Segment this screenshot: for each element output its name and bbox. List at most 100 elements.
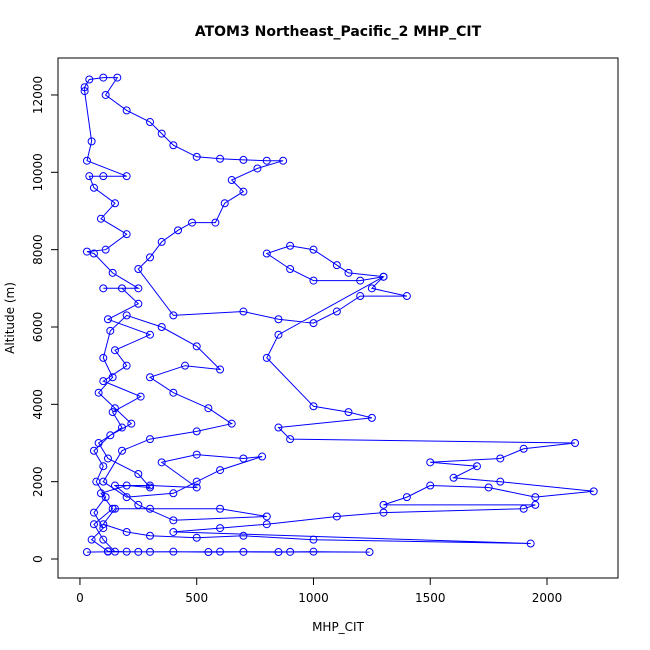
data-point	[122, 493, 131, 502]
data-point	[87, 535, 96, 544]
data-point	[216, 466, 225, 475]
x-axis-label: MHP_CIT	[312, 620, 365, 634]
data-point	[309, 245, 318, 254]
data-point	[192, 450, 201, 459]
data-point	[106, 326, 115, 335]
data-point	[188, 218, 197, 227]
data-point	[258, 452, 267, 461]
data-point	[204, 404, 213, 413]
data-point	[286, 264, 295, 273]
data-point	[227, 176, 236, 185]
data-point	[239, 531, 248, 540]
data-point	[216, 504, 225, 513]
data-point	[146, 373, 155, 382]
data-point	[89, 520, 98, 529]
data-point	[85, 75, 94, 84]
data-point	[531, 493, 540, 502]
data-point	[274, 423, 283, 432]
data-point	[146, 435, 155, 444]
data-point	[157, 458, 166, 467]
data-point	[80, 87, 89, 96]
data-point	[262, 353, 271, 362]
data-point	[146, 531, 155, 540]
data-point	[82, 247, 91, 256]
x-tick-label: 2000	[532, 591, 563, 605]
data-point	[108, 504, 117, 513]
data-point	[192, 342, 201, 351]
y-tick-label: 12000	[31, 76, 45, 114]
data-point	[146, 481, 155, 490]
data-point	[122, 311, 131, 320]
data-point	[92, 477, 101, 486]
data-point	[82, 548, 91, 557]
x-tick-label: 1500	[415, 591, 446, 605]
data-point	[227, 419, 236, 428]
data-point	[379, 272, 388, 281]
data-point	[169, 141, 178, 150]
data-point	[262, 520, 271, 529]
data-point	[402, 493, 411, 502]
data-point	[169, 489, 178, 498]
data-point	[496, 477, 505, 486]
data-point	[117, 284, 126, 293]
data-point	[89, 249, 98, 258]
data-point	[309, 547, 318, 556]
data-point	[127, 419, 136, 428]
data-point	[169, 547, 178, 556]
data-point	[216, 154, 225, 163]
data-point	[379, 508, 388, 517]
data-point	[157, 129, 166, 138]
data-point	[496, 454, 505, 463]
data-point	[110, 404, 119, 413]
data-point	[82, 156, 91, 165]
data-point	[192, 427, 201, 436]
y-axis-label: Altitude (m)	[3, 282, 17, 354]
data-point	[220, 199, 229, 208]
data-point	[426, 458, 435, 467]
data-point	[169, 388, 178, 397]
data-point	[157, 322, 166, 331]
data-point	[216, 524, 225, 533]
data-point	[216, 365, 225, 374]
data-point	[253, 164, 262, 173]
data-point	[519, 504, 528, 513]
data-point	[113, 73, 122, 82]
y-tick-label: 0	[31, 555, 45, 563]
data-point	[146, 504, 155, 513]
data-point	[344, 268, 353, 277]
data-point	[367, 284, 376, 293]
y-tick-label: 2000	[31, 466, 45, 497]
data-point	[134, 284, 143, 293]
data-point	[344, 408, 353, 417]
data-point	[110, 504, 119, 513]
data-point	[332, 512, 341, 521]
data-point	[356, 276, 365, 285]
data-point	[484, 483, 493, 492]
data-point	[99, 353, 108, 362]
data-point	[169, 516, 178, 525]
data-point	[134, 547, 143, 556]
data-point	[279, 156, 288, 165]
data-point	[110, 481, 119, 490]
data-point	[332, 307, 341, 316]
chart-title: ATOM3 Northeast_Pacific_2 MHP_CIT	[195, 24, 482, 40]
data-point	[262, 249, 271, 258]
data-point	[122, 361, 131, 370]
data-point	[94, 439, 103, 448]
data-point	[134, 469, 143, 478]
data-point	[99, 377, 108, 386]
y-tick-label: 4000	[31, 389, 45, 420]
data-point	[192, 533, 201, 542]
data-point	[332, 261, 341, 270]
data-point	[571, 439, 580, 448]
data-point	[122, 481, 131, 490]
data-point	[472, 462, 481, 471]
data-point	[274, 548, 283, 557]
data-point	[181, 361, 190, 370]
data-point	[192, 483, 201, 492]
data-point	[99, 462, 108, 471]
data-point	[108, 268, 117, 277]
data-point	[531, 500, 540, 509]
